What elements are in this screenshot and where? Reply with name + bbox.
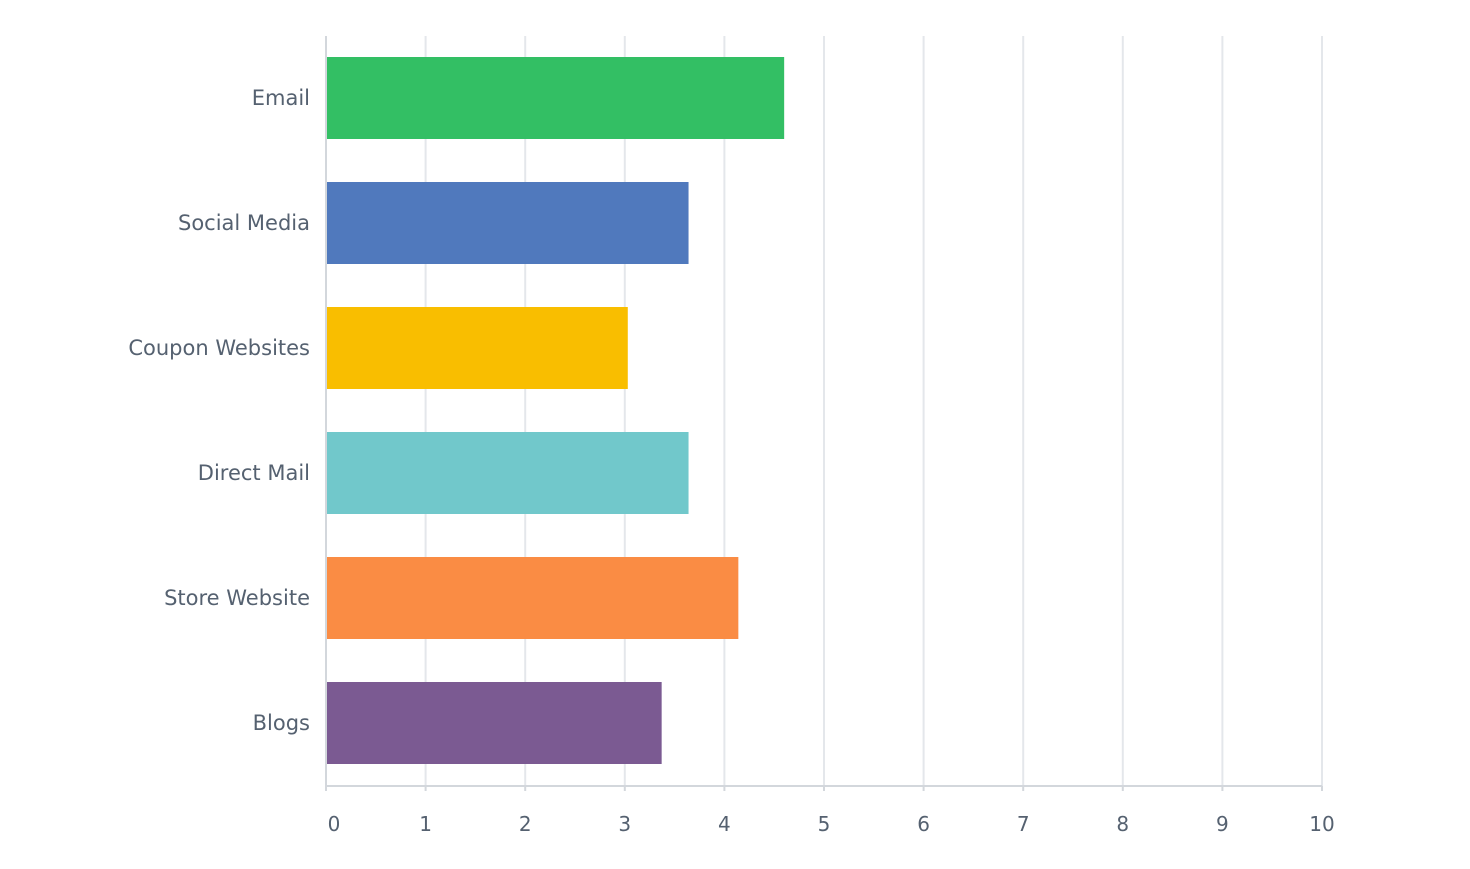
x-tick-labels: 0 1 2 3 4 5 6 7 8 9 10 [328, 812, 1335, 836]
bar-email [326, 57, 785, 139]
bars [326, 57, 785, 764]
x-tick-label: 9 [1216, 812, 1229, 836]
category-labels: Email Social Media Coupon Websites Direct M… [128, 86, 310, 735]
category-label: Coupon Websites [128, 336, 310, 360]
axes [325, 36, 1323, 791]
category-label: Blogs [253, 711, 310, 735]
x-tick-label: 2 [519, 812, 532, 836]
x-tick-label: 7 [1017, 812, 1030, 836]
bar-blogs [326, 682, 662, 764]
gridlines [424, 36, 1323, 786]
x-tick-label: 10 [1309, 812, 1334, 836]
bar-store-website [326, 557, 739, 639]
x-tick-label: 0 [328, 812, 341, 836]
x-tick-label: 3 [618, 812, 631, 836]
x-tick-label: 1 [419, 812, 432, 836]
category-label: Email [252, 86, 310, 110]
category-label: Direct Mail [198, 461, 310, 485]
bar-direct-mail [326, 432, 689, 514]
x-tick-label: 5 [818, 812, 831, 836]
x-tick-label: 6 [917, 812, 930, 836]
x-tick-label: 8 [1116, 812, 1129, 836]
bar-social-media [326, 182, 689, 264]
category-label: Store Website [164, 586, 310, 610]
bar-coupon-websites [326, 307, 628, 389]
x-tick-label: 4 [718, 812, 731, 836]
category-label: Social Media [178, 211, 310, 235]
